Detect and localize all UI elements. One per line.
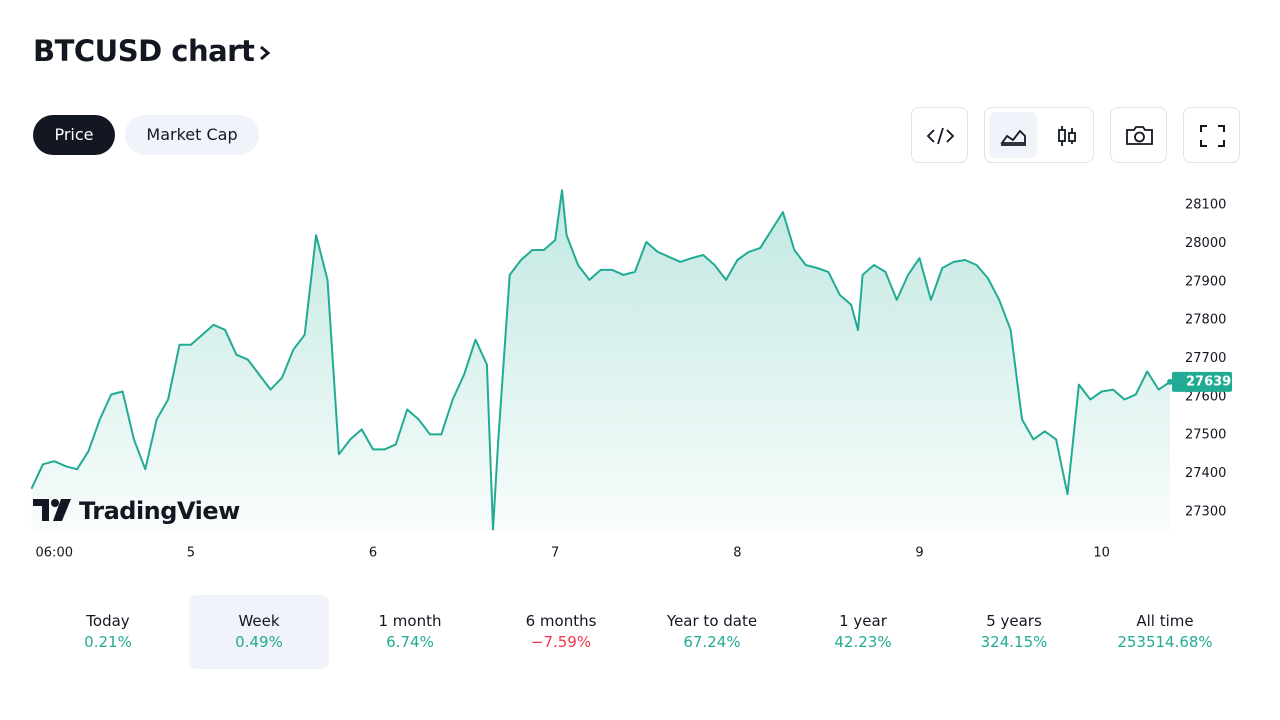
- area-style-button[interactable]: [989, 112, 1037, 158]
- x-tick-label: 6: [369, 546, 377, 561]
- period-label: Today: [86, 612, 130, 630]
- period-change: 0.21%: [84, 633, 132, 651]
- x-tick-label: 06:00: [36, 546, 73, 561]
- x-tick-label: 8: [733, 546, 741, 561]
- period-label: 6 months: [525, 612, 597, 630]
- tab[interactable]: Price: [33, 115, 115, 155]
- period-label: 1 year: [839, 612, 887, 630]
- y-tick-label: 28100: [1185, 198, 1226, 213]
- period-change: 324.15%: [980, 633, 1048, 651]
- logo: TradingView: [33, 497, 240, 525]
- period-button[interactable]: Year to date 67.24%: [642, 595, 782, 669]
- embed-icon: [926, 127, 955, 145]
- price-line: [30, 189, 1171, 531]
- last-point: [1167, 378, 1173, 385]
- period-change: −7.59%: [530, 633, 592, 651]
- embed-button[interactable]: [911, 107, 968, 163]
- period-label: Week: [238, 612, 280, 630]
- x-tick-label: 10: [1093, 546, 1110, 561]
- y-tick-label: 27500: [1185, 428, 1226, 443]
- period-change: 6.74%: [386, 633, 434, 651]
- camera-icon: [1126, 126, 1153, 145]
- snapshot-button[interactable]: [1110, 107, 1167, 163]
- period-button[interactable]: Today 0.21%: [38, 595, 178, 669]
- y-tick-label: 27300: [1185, 504, 1226, 519]
- period-change: 67.24%: [683, 633, 741, 651]
- last-value-tag: [1172, 371, 1232, 392]
- y-tick-label: 28000: [1185, 236, 1226, 251]
- title-text: BTCUSD chart: [33, 34, 255, 68]
- fullscreen-icon: [1200, 125, 1225, 147]
- chevron-icon: [260, 45, 271, 61]
- y-tick-label: 27700: [1185, 351, 1226, 366]
- last-value-label: 27639: [1186, 374, 1231, 389]
- period-change: 253514.68%: [1117, 633, 1213, 651]
- period-button[interactable]: 1 year 42.23%: [793, 595, 933, 669]
- page-title[interactable]: BTCUSD chart: [33, 34, 272, 68]
- area-fill: [31, 190, 1170, 531]
- x-tick-label: 9: [915, 546, 923, 561]
- tab[interactable]: Market Cap: [125, 115, 259, 155]
- period-label: 1 month: [378, 612, 442, 630]
- fullscreen-button[interactable]: [1183, 107, 1240, 163]
- period-label: Year to date: [666, 612, 758, 630]
- chart-style-group: [984, 107, 1094, 163]
- period-button[interactable]: 5 years 324.15%: [944, 595, 1084, 669]
- candle-icon: [1058, 126, 1076, 146]
- logo-icon: [33, 499, 71, 521]
- y-tick-label: 27900: [1185, 274, 1226, 289]
- candle-style-button[interactable]: [1043, 112, 1091, 158]
- period-button[interactable]: Week 0.49%: [189, 595, 329, 669]
- period-change: 0.49%: [235, 633, 283, 651]
- chart: 27300 27400 27500 27600 27700 27800 27900 28000…: [30, 189, 1232, 561]
- period-label: 5 years: [986, 612, 1042, 630]
- y-tick-label: 27600: [1185, 389, 1226, 404]
- y-tick-label: 27400: [1185, 466, 1226, 481]
- period-label: All time: [1136, 612, 1194, 630]
- x-tick-label: 7: [551, 546, 559, 561]
- logo-text: TradingView: [79, 497, 240, 525]
- period-change: 42.23%: [834, 633, 892, 651]
- period-button[interactable]: 1 month 6.74%: [340, 595, 480, 669]
- x-tick-label: 5: [187, 546, 195, 561]
- area-icon: [1000, 129, 1026, 146]
- period-button[interactable]: All time 253514.68%: [1095, 595, 1235, 669]
- y-tick-label: 27800: [1185, 313, 1226, 328]
- period-button[interactable]: 6 months −7.59%: [491, 595, 631, 669]
